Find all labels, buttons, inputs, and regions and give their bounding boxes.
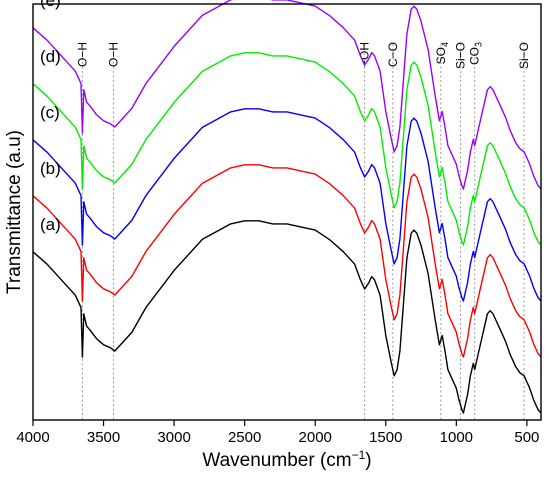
series-line-4 xyxy=(32,0,542,190)
band-label-6: CO3 xyxy=(468,42,484,65)
series-line-1 xyxy=(32,164,542,358)
series-label-0: (a) xyxy=(40,215,61,234)
curve-labels: (a) (b) (c) (d) (e) xyxy=(40,0,61,234)
x-tick-label-0: 4000 xyxy=(16,429,49,446)
x-tick-label-4: 2000 xyxy=(299,429,332,446)
x-tick-label-6: 1000 xyxy=(440,429,473,446)
spectra-curves xyxy=(32,0,542,414)
y-axis-title: Transmittance (a.u) xyxy=(4,130,25,294)
series-label-1: (b) xyxy=(40,159,61,178)
band-label-5: Si−O xyxy=(454,42,468,69)
x-axis-ticks: 4000 3500 3000 2500 2000 1500 1000 500 xyxy=(16,420,539,446)
series-line-0 xyxy=(32,220,542,414)
x-tick-label-5: 1500 xyxy=(369,429,402,446)
band-label-3: C−O xyxy=(386,42,400,67)
series-label-4: (e) xyxy=(40,0,61,10)
x-tick-label-7: 500 xyxy=(514,429,539,446)
x-axis-title: Wavenumber (cm−1) xyxy=(202,448,371,471)
x-tick-label-3: 2500 xyxy=(228,429,261,446)
series-line-2 xyxy=(32,108,542,302)
band-label-7: Si−O xyxy=(517,42,531,69)
band-label-4: SO4 xyxy=(434,42,450,64)
band-label-0: O−H xyxy=(75,42,89,67)
series-label-2: (c) xyxy=(40,103,60,122)
plot-frame xyxy=(32,3,542,421)
band-markers: O−H O−H −OH C−O SO4 Si−O CO3 Si−O xyxy=(75,42,531,420)
series-label-3: (d) xyxy=(40,47,61,66)
series-line-3 xyxy=(32,52,542,246)
band-label-1: O−H xyxy=(106,42,120,67)
x-tick-label-1: 3500 xyxy=(87,429,120,446)
x-tick-label-2: 3000 xyxy=(157,429,190,446)
